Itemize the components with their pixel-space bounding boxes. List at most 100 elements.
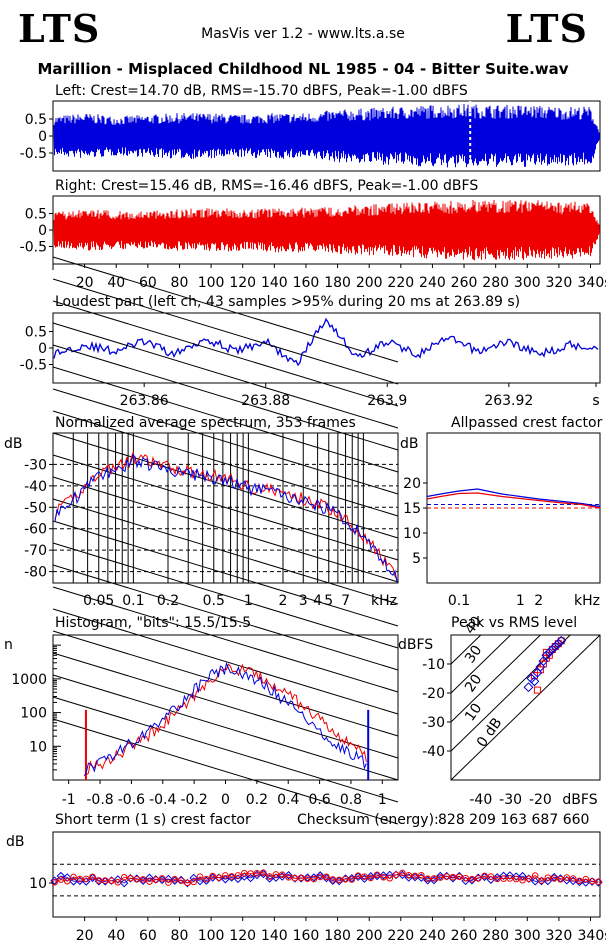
app-version: MasVis ver 1.2 - www.lts.a.se	[201, 26, 405, 42]
spectrum-ylabel: dB	[4, 436, 23, 452]
short-crest-xtick-label: 120	[229, 928, 256, 944]
short-crest-point-right	[348, 876, 356, 883]
short-crest-point-right	[171, 875, 179, 883]
histogram-xtick-label: 0.2	[246, 792, 268, 808]
short-crest-point-right	[323, 873, 330, 881]
left-wave-ytick-label: 0	[38, 129, 47, 145]
short-crest-point-right	[291, 874, 299, 882]
spectrum-ytick-label: -70	[24, 543, 47, 559]
short-crest-point-right	[139, 876, 147, 883]
spectrum-xtick-label: 2	[279, 593, 288, 609]
spectrum-xtick-label: 0.1	[122, 593, 144, 609]
short-crest-point-left	[543, 876, 553, 886]
short-crest-xtick-label: 280	[482, 928, 509, 944]
short-crest-point-left	[50, 876, 59, 885]
peak-rms-point-left	[544, 647, 555, 658]
spectrum-xtick-label: 0.05	[83, 593, 114, 609]
crest-ytick-label: 5	[412, 551, 421, 567]
right-wave-xtick-label: 100	[198, 275, 225, 291]
spectrum-slope-line	[52, 498, 399, 605]
short-crest-point-right	[310, 875, 318, 883]
spectrum-ytick-label: -30	[24, 457, 47, 473]
short-crest-point-right	[152, 876, 160, 884]
spectrum-ytick-label: -60	[24, 522, 47, 538]
crest-ytick-label: 15	[403, 501, 421, 517]
peak-rms-point-right	[542, 648, 550, 656]
short-crest-point-left	[233, 874, 243, 884]
peak-rms-point-left	[553, 638, 564, 649]
short-crest-point-right	[361, 873, 368, 880]
right-wave-xtick-label: 40	[107, 275, 125, 291]
peak-rms-ytick-label: -40	[422, 744, 445, 760]
right-wave-xtick-label: 200	[356, 275, 383, 291]
crest-xtick-label: kHz	[574, 593, 600, 609]
spectrum-slope-line	[52, 322, 399, 429]
short-crest-point-right	[506, 875, 514, 882]
histogram-xtick-label: -1	[62, 792, 76, 808]
short-crest-point-right	[373, 871, 381, 879]
spectrum-ytick-label: -80	[24, 565, 47, 581]
short-crest-point-left	[372, 871, 382, 881]
spectrum-slope-line	[52, 608, 399, 715]
short-crest-point-right	[595, 878, 602, 886]
short-crest-point-left	[486, 875, 496, 884]
short-crest-point-right	[481, 872, 488, 880]
crest-series-left	[426, 488, 601, 508]
peak-rms-ytick-label: -20	[422, 686, 445, 702]
histogram-ytick-label: 1000	[11, 672, 47, 688]
short-crest-point-left	[334, 876, 344, 886]
short-crest-frame	[52, 831, 601, 918]
short-crest-ytick-label: 10	[29, 876, 47, 892]
crest-series-right	[426, 492, 601, 509]
loudest-xtick-label: s	[592, 393, 599, 409]
short-crest-xtick-label: 20	[76, 928, 94, 944]
spectrum-xtick-label: 4	[313, 593, 322, 609]
spectrum-slope-line	[52, 542, 399, 649]
short-crest-point-right	[51, 878, 58, 886]
spectrum-slope-line	[52, 586, 399, 693]
short-crest-point-left	[385, 870, 394, 880]
loudest-xtick-label: 263.86	[120, 393, 169, 409]
short-crest-point-right	[203, 875, 210, 883]
peak-rms-point-left	[523, 682, 534, 693]
short-crest-point-right	[190, 878, 198, 886]
histogram-xtick-label: 0.8	[340, 792, 362, 808]
short-crest-point-right	[335, 876, 343, 884]
short-crest-point-right	[222, 872, 229, 879]
short-crest-point-right	[342, 875, 349, 883]
right-wave-signal	[53, 199, 600, 261]
short-crest-point-right	[399, 869, 406, 877]
short-crest-point-right	[89, 873, 96, 881]
short-crest-point-right	[165, 879, 172, 886]
short-crest-point-left	[157, 875, 167, 885]
spectrum-slope-line	[52, 564, 399, 671]
short-crest-point-right	[557, 875, 564, 883]
short-crest-point-right	[234, 872, 242, 879]
short-crest-point-right	[76, 875, 84, 883]
short-crest-point-right	[108, 877, 115, 885]
loudest-ytick-label: -0.5	[20, 358, 47, 374]
checksum-label: Checksum (energy):	[297, 812, 439, 828]
short-crest-xtick-label: 240	[419, 928, 446, 944]
right-wave-xtick-label: 120	[229, 275, 256, 291]
short-crest-point-right	[253, 869, 261, 877]
peak-rms-point-right	[533, 686, 541, 694]
right-wave-xtick-label: 300	[514, 275, 541, 291]
short-crest-point-right	[455, 873, 463, 881]
spectrum-slope-line	[52, 256, 399, 363]
short-crest-point-right	[297, 874, 305, 882]
peak-rms-crest-line	[450, 634, 541, 723]
spectrum-slope-line	[52, 476, 399, 583]
short-crest-point-left	[271, 873, 281, 882]
right-wave-xtick-label: 260	[451, 275, 478, 291]
peak-rms-ytick-label: -30	[422, 715, 445, 731]
short-crest-point-right	[316, 873, 324, 881]
crest-title: Allpassed crest factor	[451, 415, 603, 431]
histogram-frame	[52, 634, 399, 781]
histogram-xtick-label: 1	[378, 792, 387, 808]
short-crest-point-right	[525, 875, 533, 882]
short-crest-point-right	[430, 875, 438, 882]
short-crest-point-right	[487, 873, 495, 880]
right-wave-xtick-label: 320	[546, 275, 573, 291]
